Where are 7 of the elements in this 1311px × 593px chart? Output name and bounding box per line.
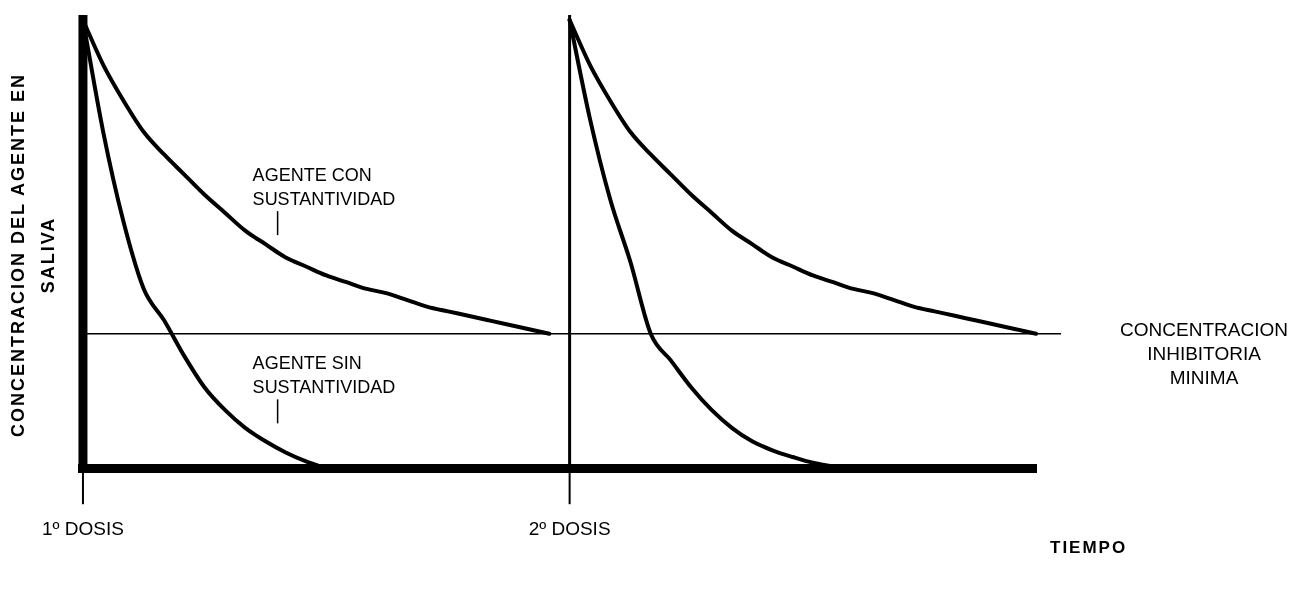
x-tick-label: 2º DOSIS	[528, 517, 611, 539]
x-axis-title: TIEMPO	[1050, 538, 1128, 558]
annotation: AGENTE SIN SUSTANTIVIDAD	[252, 353, 396, 398]
y-axis-title: CONCENTRACION DEL AGENTE EN SALIVA	[7, 72, 59, 439]
ref-line-label: CONCENTRACION INHIBITORIA MINIMA	[1120, 318, 1288, 388]
x-tick-label: 1º DOSIS	[41, 517, 124, 539]
annotation: AGENTE CON SUSTANTIVIDAD	[252, 165, 396, 210]
